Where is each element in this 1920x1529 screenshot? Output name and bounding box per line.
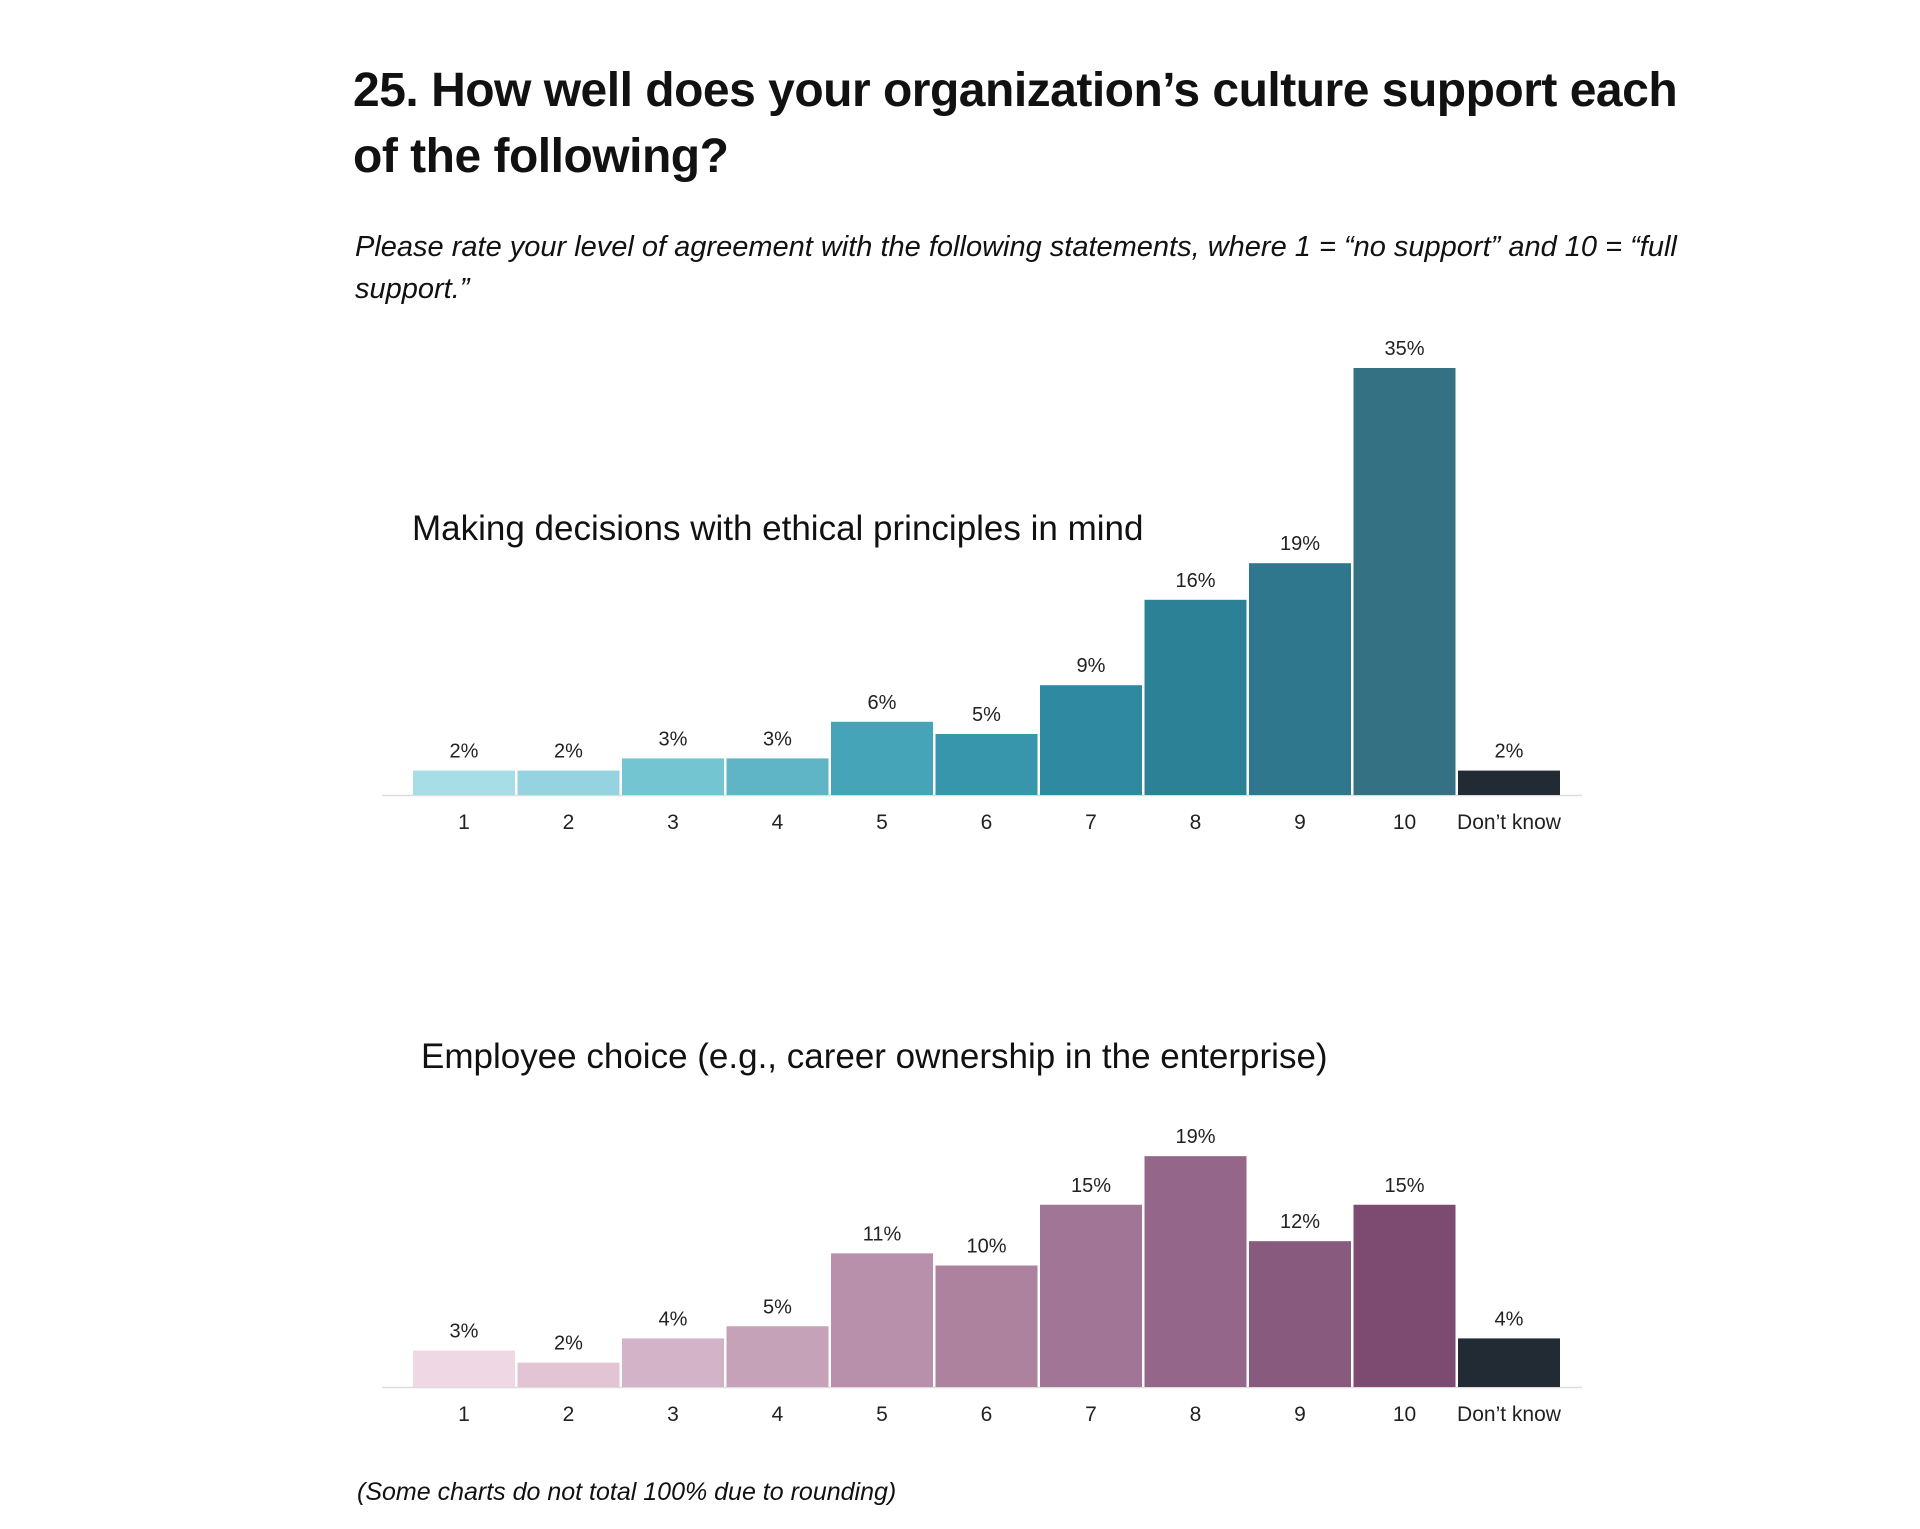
bar [517, 770, 620, 795]
bar [935, 1265, 1038, 1387]
bar [1040, 1204, 1142, 1387]
bar [622, 758, 724, 795]
x-tick-label: 5 [876, 811, 888, 834]
bar [1144, 599, 1247, 795]
data-label: 15% [1071, 1175, 1111, 1197]
x-tick-label: 8 [1190, 811, 1202, 834]
data-label: 10% [966, 1236, 1006, 1258]
data-label: 35% [1384, 338, 1424, 360]
x-tick-label: 1 [458, 811, 470, 834]
bar [1458, 1338, 1560, 1387]
x-tick-label: 2 [563, 1403, 575, 1426]
x-tick-label: 10 [1393, 811, 1416, 834]
bar [622, 1338, 724, 1387]
x-tick-label: 3 [667, 811, 679, 834]
x-tick-label: 2 [563, 811, 575, 834]
bar [935, 734, 1038, 795]
bar-chart-2: Employee choice (e.g., career ownership … [382, 1037, 1582, 1426]
data-label: 6% [868, 692, 897, 714]
bar [1249, 1241, 1351, 1387]
bar [1144, 1156, 1247, 1387]
x-tick-label: 7 [1085, 1403, 1097, 1426]
data-label: 19% [1175, 1126, 1215, 1148]
x-tick-label: 4 [772, 1403, 784, 1426]
x-tick-label: 5 [876, 1403, 888, 1426]
bar [1353, 1204, 1456, 1387]
data-label: 11% [863, 1223, 902, 1245]
bar [1458, 770, 1560, 795]
footnote: (Some charts do not total 100% due to ro… [357, 1478, 897, 1506]
data-label: 4% [659, 1308, 688, 1330]
x-tick-label: 6 [981, 1403, 993, 1426]
x-tick-label: 8 [1190, 1403, 1202, 1426]
bar [413, 1350, 515, 1387]
x-tick-label: Don’t know [1457, 1403, 1562, 1426]
data-label: 2% [450, 741, 479, 763]
x-tick-label: 7 [1085, 811, 1097, 834]
chart-title: Employee choice (e.g., career ownership … [421, 1037, 1328, 1076]
bar [726, 1326, 829, 1387]
bar [1353, 368, 1456, 795]
x-tick-label: 9 [1294, 811, 1306, 834]
bar [831, 721, 933, 795]
data-label: 3% [659, 728, 688, 750]
bar [726, 758, 829, 795]
data-label: 5% [763, 1296, 792, 1318]
bar-chart-1: Making decisions with ethical principles… [382, 338, 1582, 834]
chart-title: Making decisions with ethical principles… [412, 509, 1143, 548]
data-label: 2% [1495, 741, 1524, 763]
data-label: 9% [1077, 655, 1106, 677]
bar [831, 1253, 933, 1387]
page-subtitle: Please rate your level of agreement with… [355, 231, 1677, 305]
data-label: 15% [1384, 1175, 1424, 1197]
x-tick-label: 9 [1294, 1403, 1306, 1426]
data-label: 5% [972, 704, 1001, 726]
x-tick-label: 1 [458, 1403, 470, 1426]
data-label: 12% [1280, 1211, 1320, 1233]
data-label: 2% [554, 741, 583, 763]
data-label: 3% [763, 728, 792, 750]
bar [413, 770, 515, 795]
data-label: 19% [1280, 533, 1320, 555]
data-label: 16% [1175, 570, 1215, 592]
bar [1040, 685, 1142, 795]
data-label: 3% [450, 1321, 479, 1343]
x-tick-label: 6 [981, 811, 993, 834]
bar [517, 1362, 620, 1387]
x-tick-label: 10 [1393, 1403, 1416, 1426]
bar [1249, 563, 1351, 795]
page-title: 25. How well does your organization’s cu… [353, 64, 1678, 183]
x-tick-label: 3 [667, 1403, 679, 1426]
data-label: 4% [1495, 1308, 1524, 1330]
x-tick-label: Don’t know [1457, 811, 1562, 834]
data-label: 2% [554, 1333, 583, 1355]
x-tick-label: 4 [772, 811, 784, 834]
